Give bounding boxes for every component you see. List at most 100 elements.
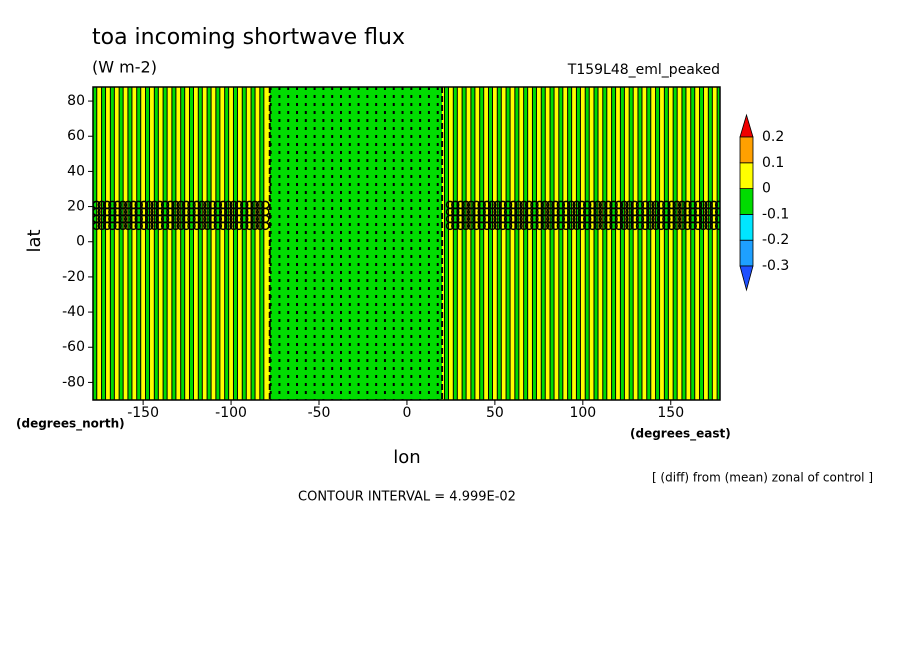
contour-circle xyxy=(250,200,260,210)
stripe xyxy=(707,87,713,400)
contour-circle xyxy=(567,200,576,210)
contour-circle xyxy=(155,200,165,210)
stripe xyxy=(444,87,450,400)
stripe xyxy=(637,87,643,400)
y-tick-label: 0 xyxy=(76,234,85,250)
colorbar-swatch xyxy=(739,239,754,267)
contour-circle xyxy=(145,200,154,210)
stripe xyxy=(180,87,186,400)
contour-circle xyxy=(466,200,476,210)
stripe xyxy=(628,87,634,400)
x-units: (degrees_east) xyxy=(630,427,731,442)
colorbar-label: 0 xyxy=(762,181,771,197)
contour-circle xyxy=(461,200,471,210)
y-tick-label: -60 xyxy=(62,339,85,355)
experiment-label: T159L48_eml_peaked xyxy=(567,62,720,78)
stripe xyxy=(584,87,590,400)
stripe xyxy=(479,87,485,400)
contour-circle xyxy=(577,200,587,210)
contour-circle xyxy=(245,200,254,210)
contour-circle xyxy=(572,200,581,210)
plot-area xyxy=(93,87,720,400)
colorbar-label: 0.1 xyxy=(762,155,784,171)
x-tick-label: 100 xyxy=(569,405,596,421)
stripe xyxy=(241,87,247,400)
contour-circle xyxy=(224,200,233,210)
contour-circle xyxy=(213,200,223,210)
contour-circle xyxy=(451,200,460,210)
contour-circle xyxy=(514,200,523,210)
stripe xyxy=(259,87,265,400)
stripe xyxy=(514,87,520,400)
contour-circle xyxy=(197,200,207,210)
stripe xyxy=(575,87,581,400)
chart-title: toa incoming shortwave flux xyxy=(92,25,405,50)
contour-circle xyxy=(472,200,481,210)
contour-circle xyxy=(588,200,597,210)
stripe xyxy=(153,87,159,400)
contour-circle xyxy=(166,200,175,210)
band-fill xyxy=(269,87,443,400)
contour-circle xyxy=(619,200,629,210)
contour-circle xyxy=(524,200,534,210)
contour-circle xyxy=(160,200,170,210)
contour-circle xyxy=(551,200,560,210)
contour-circle xyxy=(487,200,497,210)
colorbar-lower-triangle xyxy=(739,265,754,292)
colorbar-label: -0.2 xyxy=(762,232,789,248)
stripe xyxy=(611,87,617,400)
stripe xyxy=(655,87,661,400)
chart-subtitle: (W m-2) xyxy=(92,58,157,77)
contour-circle xyxy=(482,200,492,210)
stripe xyxy=(487,87,493,400)
y-tick-label: -20 xyxy=(62,269,85,285)
colorbar-label: 0.2 xyxy=(762,129,784,145)
contour-circle xyxy=(203,200,212,210)
colorbar-swatch xyxy=(739,136,754,164)
x-tick-label: 0 xyxy=(402,405,411,421)
contour-circle xyxy=(667,200,676,210)
stripe xyxy=(250,87,256,400)
stripe xyxy=(699,87,705,400)
contour-circle xyxy=(240,200,249,210)
contour-circle xyxy=(598,200,608,210)
contour-circle xyxy=(530,200,539,210)
contour-circle xyxy=(493,200,502,210)
contour-circle xyxy=(118,200,128,210)
stripe xyxy=(549,87,555,400)
contour-circle xyxy=(229,200,238,210)
contour-circle xyxy=(134,200,143,210)
contour-circle xyxy=(187,200,196,210)
contour-circle xyxy=(535,200,544,210)
colorbar-swatch xyxy=(739,162,754,190)
y-tick-label: 40 xyxy=(67,163,85,179)
contour-circle xyxy=(181,200,191,210)
stripe xyxy=(127,87,133,400)
stripe xyxy=(672,87,678,400)
stripe xyxy=(602,87,608,400)
contour-circle xyxy=(672,200,682,210)
contour-circle xyxy=(656,200,666,210)
stripe xyxy=(531,87,537,400)
note: [ (diff) from (mean) zonal of control ] xyxy=(652,471,873,485)
stripe xyxy=(593,87,599,400)
contour-circle xyxy=(704,200,713,210)
y-axis-label: lat xyxy=(24,229,45,252)
contour-circle xyxy=(261,200,270,210)
contour-circle xyxy=(97,200,107,210)
contour-circle xyxy=(604,200,613,210)
contour-circle xyxy=(129,200,138,210)
stripe xyxy=(452,87,458,400)
stripe xyxy=(461,87,467,400)
contour-circle xyxy=(171,200,180,210)
contour-circle xyxy=(192,200,202,210)
y-tick-label: 60 xyxy=(67,128,85,144)
contour-circle xyxy=(218,200,228,210)
contour-circle xyxy=(108,200,117,210)
stripe xyxy=(540,87,546,400)
stripe xyxy=(162,87,168,400)
stripe xyxy=(109,87,115,400)
contour-circle xyxy=(445,200,455,210)
y-units: (degrees_north) xyxy=(16,417,125,432)
